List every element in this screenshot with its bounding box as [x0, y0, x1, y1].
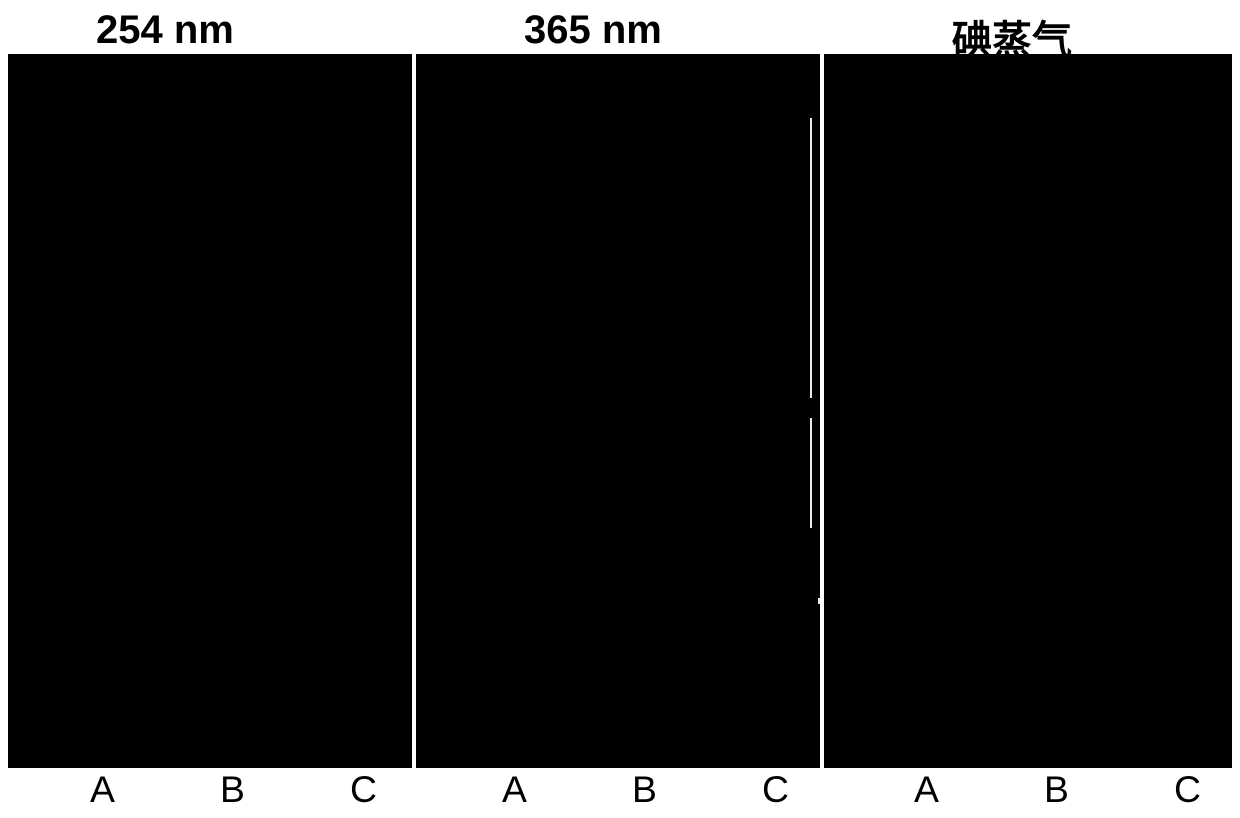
panel-divider: [820, 54, 824, 768]
lane-label: B: [220, 768, 245, 811]
panel-container: [8, 54, 1232, 768]
panel-label-365nm: 365 nm: [524, 8, 662, 53]
panel-iodine: [824, 54, 1232, 768]
lane-label: A: [914, 768, 939, 811]
lane-label: A: [502, 768, 527, 811]
lane-label: B: [632, 768, 657, 811]
lane-label: C: [762, 768, 789, 811]
lane-label: B: [1044, 768, 1069, 811]
artifact-streak: [810, 418, 812, 528]
panel-365nm: [416, 54, 824, 768]
panel-254nm: [8, 54, 416, 768]
tlc-figure: 254 nm 365 nm 碘蒸气 A B C A B C A B C: [4, 4, 1236, 814]
lane-label: C: [1174, 768, 1201, 811]
lane-label-row: A B C A B C A B C: [4, 768, 1236, 814]
lane-label: A: [90, 768, 115, 811]
panel-label-254nm: 254 nm: [96, 8, 234, 53]
panel-divider: [412, 54, 416, 768]
lane-label: C: [350, 768, 377, 811]
top-label-row: 254 nm 365 nm 碘蒸气: [4, 8, 1236, 54]
artifact-streak: [810, 118, 812, 398]
